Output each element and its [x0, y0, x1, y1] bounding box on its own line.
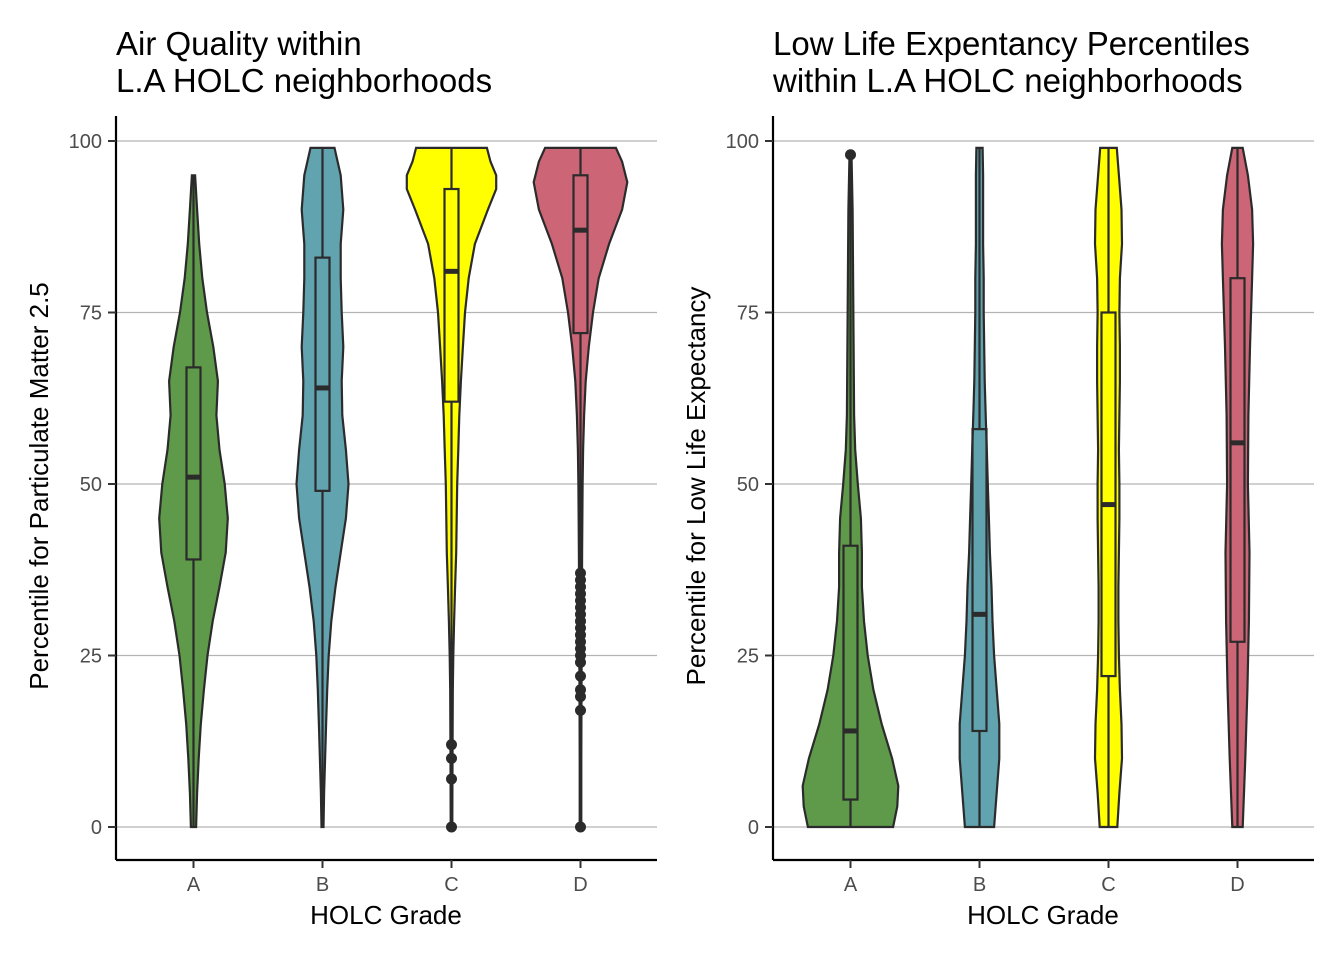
- outlier-point: [446, 739, 457, 751]
- violin-group-B: [958, 146, 1001, 829]
- chart-title-line-1: Air Quality within: [116, 25, 362, 62]
- violin-group-A: [158, 174, 229, 829]
- box-iqr: [314, 256, 331, 492]
- box-iqr: [572, 174, 589, 335]
- x-tick-label: C: [1101, 874, 1115, 896]
- y-tick-label: 75: [737, 303, 759, 325]
- x-tick-label: B: [316, 874, 329, 896]
- y-tick-label: 100: [69, 131, 102, 153]
- x-tick-label: C: [444, 874, 458, 896]
- violins: [801, 146, 1255, 829]
- box-iqr: [443, 187, 460, 403]
- box-iqr: [971, 428, 988, 733]
- box-iqr: [842, 544, 859, 801]
- outlier-point: [845, 149, 856, 161]
- y-tick-label: 50: [737, 474, 759, 496]
- outlier-point: [446, 773, 457, 785]
- y-tick-label: 25: [80, 646, 102, 668]
- x-tick-label: B: [973, 874, 986, 896]
- box-iqr: [185, 366, 202, 561]
- chart-panel-life-expectancy: Low Life Expentancy Percentiles within L…: [681, 25, 1314, 930]
- axis-ticks: 0 25 50 75 100 A B C D: [726, 131, 1245, 896]
- outlier-point: [575, 684, 586, 696]
- outlier-point: [575, 821, 586, 833]
- y-tick-label: 0: [91, 817, 102, 839]
- x-axis-title: HOLC Grade: [967, 900, 1119, 930]
- chart-title-line-2: L.A HOLC neighborhoods: [116, 62, 492, 99]
- x-axis-title: HOLC Grade: [310, 900, 462, 930]
- box-iqr: [1229, 277, 1246, 643]
- violin-A: [158, 174, 229, 829]
- box-iqr: [1100, 311, 1117, 678]
- outlier-point: [575, 704, 586, 716]
- violin-B: [958, 146, 1001, 829]
- y-axis-title: Percentile for Low Life Expectancy: [681, 287, 711, 686]
- y-tick-label: 75: [80, 303, 102, 325]
- outlier-point: [575, 567, 586, 579]
- y-tick-label: 100: [726, 131, 759, 153]
- chart-title-line-2: within L.A HOLC neighborhoods: [772, 62, 1243, 99]
- violin-group-A: [801, 149, 900, 829]
- violin-group-B: [295, 146, 350, 829]
- y-tick-label: 0: [748, 817, 759, 839]
- chart-title-line-1: Low Life Expentancy Percentiles: [773, 25, 1250, 62]
- chart-panel-air-quality: Air Quality within L.A HOLC neighborhood…: [24, 25, 657, 930]
- violin-group-D: [1220, 146, 1255, 829]
- violins: [158, 146, 629, 833]
- x-tick-label: A: [187, 874, 201, 896]
- violin-B: [295, 146, 350, 829]
- x-tick-label: A: [844, 874, 858, 896]
- y-axis-title: Percentile for Particulate Matter 2.5: [24, 282, 54, 690]
- outlier-point: [446, 752, 457, 764]
- axis-ticks: 0 25 50 75 100 A B C D: [69, 131, 588, 896]
- outlier-point: [575, 670, 586, 682]
- violin-group-D: [532, 146, 629, 833]
- y-tick-label: 50: [80, 474, 102, 496]
- x-tick-label: D: [1230, 874, 1244, 896]
- y-tick-label: 25: [737, 646, 759, 668]
- violin-group-C: [405, 146, 498, 833]
- violin-group-C: [1093, 146, 1124, 829]
- outlier-point: [446, 821, 457, 833]
- x-tick-label: D: [573, 874, 587, 896]
